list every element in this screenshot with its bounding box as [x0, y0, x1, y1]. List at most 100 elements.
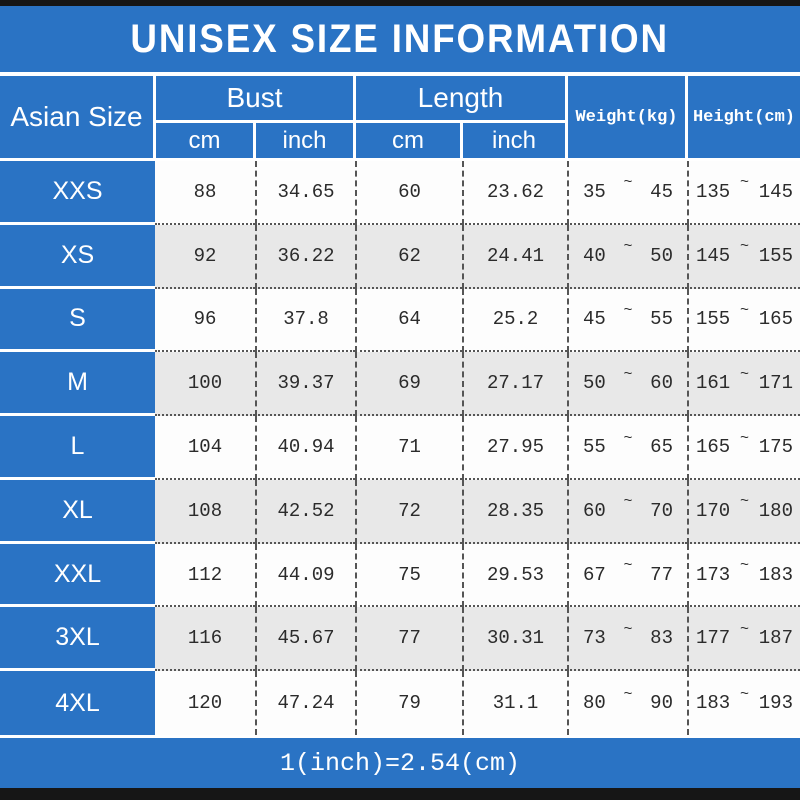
cell-bust-cm: 120 — [155, 671, 255, 736]
tilde-symbol: ~ — [623, 557, 633, 575]
size-label: L — [0, 416, 155, 480]
table-row: XS 92 36.22 62 24.41 40 ~50 145 ~155 — [0, 224, 800, 289]
top-border-bar — [0, 0, 800, 6]
chart-title: UNISEX SIZE INFORMATION — [130, 16, 670, 61]
divider — [0, 72, 800, 76]
tilde-symbol: ~ — [623, 620, 633, 638]
cell-height-range: 173 ~183 — [687, 543, 800, 608]
height-min: 170 — [696, 499, 731, 522]
header-bust-cm: cm — [156, 123, 253, 158]
cell-length-cm: 79 — [355, 671, 462, 736]
height-max: 145 — [758, 180, 793, 203]
cell-height-range: 155 ~165 — [687, 288, 800, 353]
cell-length-inch: 24.41 — [462, 224, 567, 289]
size-label: M — [0, 352, 155, 417]
size-label: 4XL — [0, 671, 155, 736]
header-bust: Bust — [156, 76, 353, 120]
cell-length-cm: 72 — [355, 479, 462, 544]
tilde-symbol: ~ — [623, 174, 633, 192]
size-label: 3XL — [0, 607, 155, 672]
height-max: 180 — [758, 499, 793, 522]
header-height-cm: Height(cm) — [688, 76, 800, 158]
table-row: S 96 37.8 64 25.2 45 ~55 155 ~165 — [0, 288, 800, 353]
tilde-symbol: ~ — [739, 301, 749, 319]
cell-bust-inch: 37.8 — [255, 288, 355, 353]
tilde-symbol: ~ — [623, 365, 633, 383]
weight-max: 65 — [650, 436, 673, 459]
cell-length-inch: 27.95 — [462, 416, 567, 480]
cell-length-inch: 23.62 — [462, 161, 567, 225]
weight-min: 55 — [583, 436, 606, 459]
table-row: XXS 88 34.65 60 23.62 35 ~45 135 ~145 — [0, 161, 800, 225]
tilde-symbol: ~ — [739, 557, 749, 575]
weight-max: 45 — [650, 180, 673, 203]
cell-bust-inch: 40.94 — [255, 416, 355, 480]
weight-min: 50 — [583, 372, 606, 395]
size-label: XS — [0, 224, 155, 289]
header-weight-kg: Weight(kg) — [568, 76, 685, 158]
cell-length-inch: 25.2 — [462, 288, 567, 353]
cell-bust-cm: 92 — [155, 224, 255, 289]
tilde-symbol: ~ — [739, 620, 749, 638]
cell-length-inch: 30.31 — [462, 607, 567, 672]
size-label: XL — [0, 479, 155, 544]
table-row: XXL 112 44.09 75 29.53 67 ~77 173 ~183 — [0, 543, 800, 608]
cell-bust-cm: 100 — [155, 352, 255, 417]
height-max: 155 — [758, 244, 793, 267]
weight-max: 77 — [650, 563, 673, 586]
cell-bust-inch: 45.67 — [255, 607, 355, 672]
header-length-inch: inch — [463, 123, 565, 158]
cell-weight-range: 55 ~65 — [567, 416, 687, 480]
cell-height-range: 135 ~145 — [687, 161, 800, 225]
header-bust-inch: inch — [256, 123, 353, 158]
cell-weight-range: 40 ~50 — [567, 224, 687, 289]
tilde-symbol: ~ — [739, 174, 749, 192]
cell-bust-cm: 96 — [155, 288, 255, 353]
tilde-symbol: ~ — [739, 685, 749, 703]
cell-weight-range: 67 ~77 — [567, 543, 687, 608]
cell-height-range: 161 ~171 — [687, 352, 800, 417]
bottom-border-bar — [0, 788, 800, 800]
weight-min: 40 — [583, 244, 606, 267]
tilde-symbol: ~ — [623, 301, 633, 319]
table-row: M 100 39.37 69 27.17 50 ~60 161 ~171 — [0, 352, 800, 417]
height-max: 193 — [758, 692, 793, 715]
tilde-symbol: ~ — [739, 493, 749, 511]
tilde-symbol: ~ — [623, 493, 633, 511]
cell-bust-inch: 36.22 — [255, 224, 355, 289]
table-header: Asian Size Bust Length Weight(kg) Height… — [0, 76, 800, 158]
weight-max: 70 — [650, 499, 673, 522]
height-max: 183 — [758, 563, 793, 586]
cell-weight-range: 35 ~45 — [567, 161, 687, 225]
cell-height-range: 177 ~187 — [687, 607, 800, 672]
size-label: XXL — [0, 543, 155, 608]
cell-bust-cm: 112 — [155, 543, 255, 608]
cell-bust-inch: 39.37 — [255, 352, 355, 417]
tilde-symbol: ~ — [623, 429, 633, 447]
height-max: 165 — [758, 308, 793, 331]
table-row: L 104 40.94 71 27.95 55 ~65 165 ~175 — [0, 416, 800, 480]
footer-band: 1(inch)=2.54(cm) — [0, 738, 800, 788]
weight-min: 80 — [583, 692, 606, 715]
cell-length-cm: 60 — [355, 161, 462, 225]
cell-length-inch: 31.1 — [462, 671, 567, 736]
divider — [0, 158, 800, 161]
cell-bust-cm: 104 — [155, 416, 255, 480]
cell-bust-inch: 34.65 — [255, 161, 355, 225]
cell-weight-range: 45 ~55 — [567, 288, 687, 353]
conversion-note: 1(inch)=2.54(cm) — [279, 748, 521, 778]
height-min: 173 — [696, 563, 731, 586]
height-max: 175 — [758, 436, 793, 459]
tilde-symbol: ~ — [623, 238, 633, 256]
height-min: 177 — [696, 627, 731, 650]
height-min: 165 — [696, 436, 731, 459]
tilde-symbol: ~ — [739, 429, 749, 447]
cell-length-inch: 27.17 — [462, 352, 567, 417]
table-row: 4XL 120 47.24 79 31.1 80 ~90 183 ~193 — [0, 671, 800, 736]
cell-weight-range: 50 ~60 — [567, 352, 687, 417]
weight-min: 73 — [583, 627, 606, 650]
cell-height-range: 170 ~180 — [687, 479, 800, 544]
cell-height-range: 183 ~193 — [687, 671, 800, 736]
tilde-symbol: ~ — [739, 238, 749, 256]
